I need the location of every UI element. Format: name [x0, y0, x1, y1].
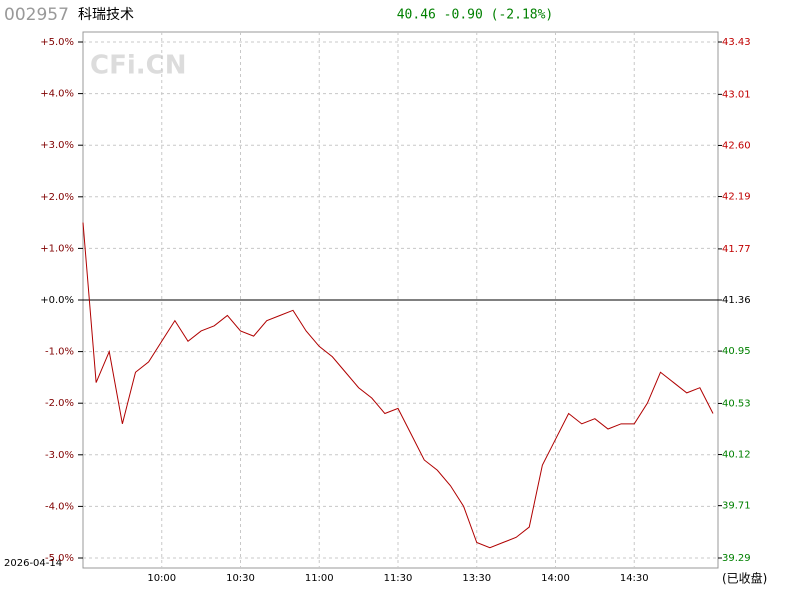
stock-code: 002957 — [4, 5, 69, 25]
x-tick-label: 14:00 — [541, 573, 570, 584]
x-tick-label: 11:30 — [384, 573, 413, 584]
y2-tick-label: 42.60 — [722, 140, 751, 151]
y2-tick-label: 41.36 — [722, 295, 751, 306]
y2-tick-label: 41.77 — [722, 244, 751, 255]
x-tick-label: 10:00 — [147, 573, 176, 584]
y-tick-label: +0.0% — [40, 295, 74, 306]
y-tick-label: +3.0% — [40, 140, 74, 151]
y2-tick-label: 40.95 — [722, 346, 751, 357]
y-tick-label: -5.0% — [45, 553, 74, 564]
y-tick-label: +4.0% — [40, 89, 74, 100]
y-tick-label: -4.0% — [45, 501, 74, 512]
y2-tick-label: 43.43 — [722, 37, 751, 48]
date: 2026-04-14 — [4, 558, 62, 569]
quote: 40.46 -0.90 (-2.18%) — [397, 8, 554, 23]
x-tick-label: 11:00 — [305, 573, 334, 584]
y-tick-label: -3.0% — [45, 450, 74, 461]
x-tick-label: 13:30 — [462, 573, 491, 584]
y2-tick-label: 39.71 — [722, 501, 751, 512]
y2-tick-label: 40.53 — [722, 398, 751, 409]
y2-tick-label: 39.29 — [722, 553, 751, 564]
stock-name: 科瑞技术 — [78, 7, 134, 23]
status: (已收盘) — [722, 571, 767, 586]
y-tick-label: -2.0% — [45, 398, 74, 409]
y-tick-label: -1.0% — [45, 347, 74, 358]
x-tick-label: 10:30 — [226, 573, 255, 584]
x-tick-label: 14:30 — [620, 573, 649, 584]
watermark: CFi.CN — [90, 51, 186, 81]
y2-tick-label: 40.12 — [722, 450, 751, 461]
y2-tick-label: 42.19 — [722, 192, 751, 203]
price-line — [82, 222, 714, 549]
y-tick-label: +1.0% — [40, 243, 74, 254]
y-tick-label: +5.0% — [40, 37, 74, 48]
y-tick-label: +2.0% — [40, 192, 74, 203]
y2-tick-label: 43.01 — [722, 89, 751, 100]
